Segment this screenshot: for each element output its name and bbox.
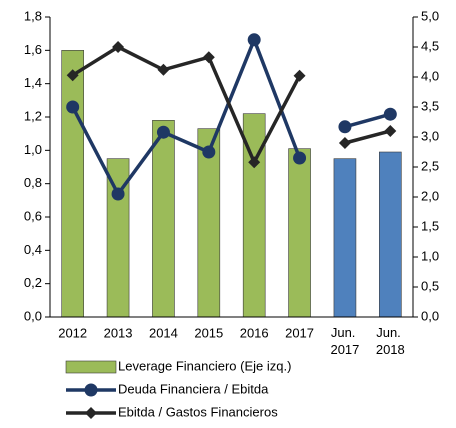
legend-label: Deuda Financiera / Ebitda [118, 381, 269, 396]
y2-tick-label: 3,0 [421, 128, 439, 143]
marker [202, 51, 215, 64]
legend-swatch [65, 360, 117, 374]
marker [247, 33, 261, 47]
x-tick-label: Jun. 2018 [376, 325, 405, 357]
line [344, 129, 391, 145]
y2-tick-label: 0,5 [421, 278, 439, 293]
line [71, 35, 302, 198]
y-tick-label: 1,6 [24, 42, 42, 57]
y-tick-label: 0,4 [24, 242, 42, 257]
y-tick-label: 0,6 [24, 208, 42, 223]
y-tick-label: 1,8 [24, 8, 42, 23]
y-tick-label: 0,0 [24, 308, 42, 323]
marker [112, 41, 125, 53]
y2-tick-label: 2,5 [421, 158, 439, 173]
y-tick-label: 0,2 [24, 275, 42, 290]
legend-label: Leverage Financiero (Eje izq.) [118, 358, 291, 373]
y2-tick-label: 2,0 [421, 188, 439, 203]
y2-tick-label: 5,0 [421, 8, 439, 23]
marker [338, 120, 352, 134]
bar [288, 148, 311, 318]
y-tick-label: 0,8 [24, 175, 42, 190]
marker [157, 63, 170, 76]
marker [111, 187, 125, 201]
legend-marker [85, 407, 97, 419]
y-tick-label: 1,0 [24, 142, 42, 157]
y-tick-label: 1,2 [24, 108, 42, 123]
marker [66, 69, 79, 82]
x-tick-label: 2013 [104, 325, 133, 340]
bar [379, 151, 402, 318]
line [344, 112, 391, 129]
marker [383, 107, 397, 121]
y2-tick-label: 4,0 [421, 68, 439, 83]
line [71, 44, 302, 167]
bar [152, 120, 175, 318]
y2-tick-label: 1,0 [421, 248, 439, 263]
legend-marker [84, 383, 98, 397]
marker [202, 145, 216, 159]
bar [333, 158, 357, 318]
marker [66, 100, 80, 114]
bar [61, 50, 84, 318]
x-tick-label: 2015 [194, 325, 223, 340]
marker [293, 69, 306, 82]
y-tick-label: 1,4 [24, 75, 42, 90]
marker [156, 125, 170, 139]
marker [248, 156, 261, 169]
x-tick-label: Jun. 2017 [330, 325, 359, 357]
x-tick-label: 2012 [58, 325, 87, 340]
x-tick-label: 2017 [285, 325, 314, 340]
y2-tick-label: 1,5 [421, 218, 439, 233]
y2-tick-label: 3,5 [421, 98, 439, 113]
marker [384, 125, 397, 137]
x-tick-label: 2014 [149, 325, 178, 340]
x-tick-label: 2016 [240, 325, 269, 340]
y2-tick-label: 4,5 [421, 38, 439, 53]
marker [293, 151, 307, 165]
marker [338, 137, 351, 149]
y2-tick-label: 0,0 [421, 308, 439, 323]
legend-label: Ebitda / Gastos Financieros [118, 404, 278, 419]
